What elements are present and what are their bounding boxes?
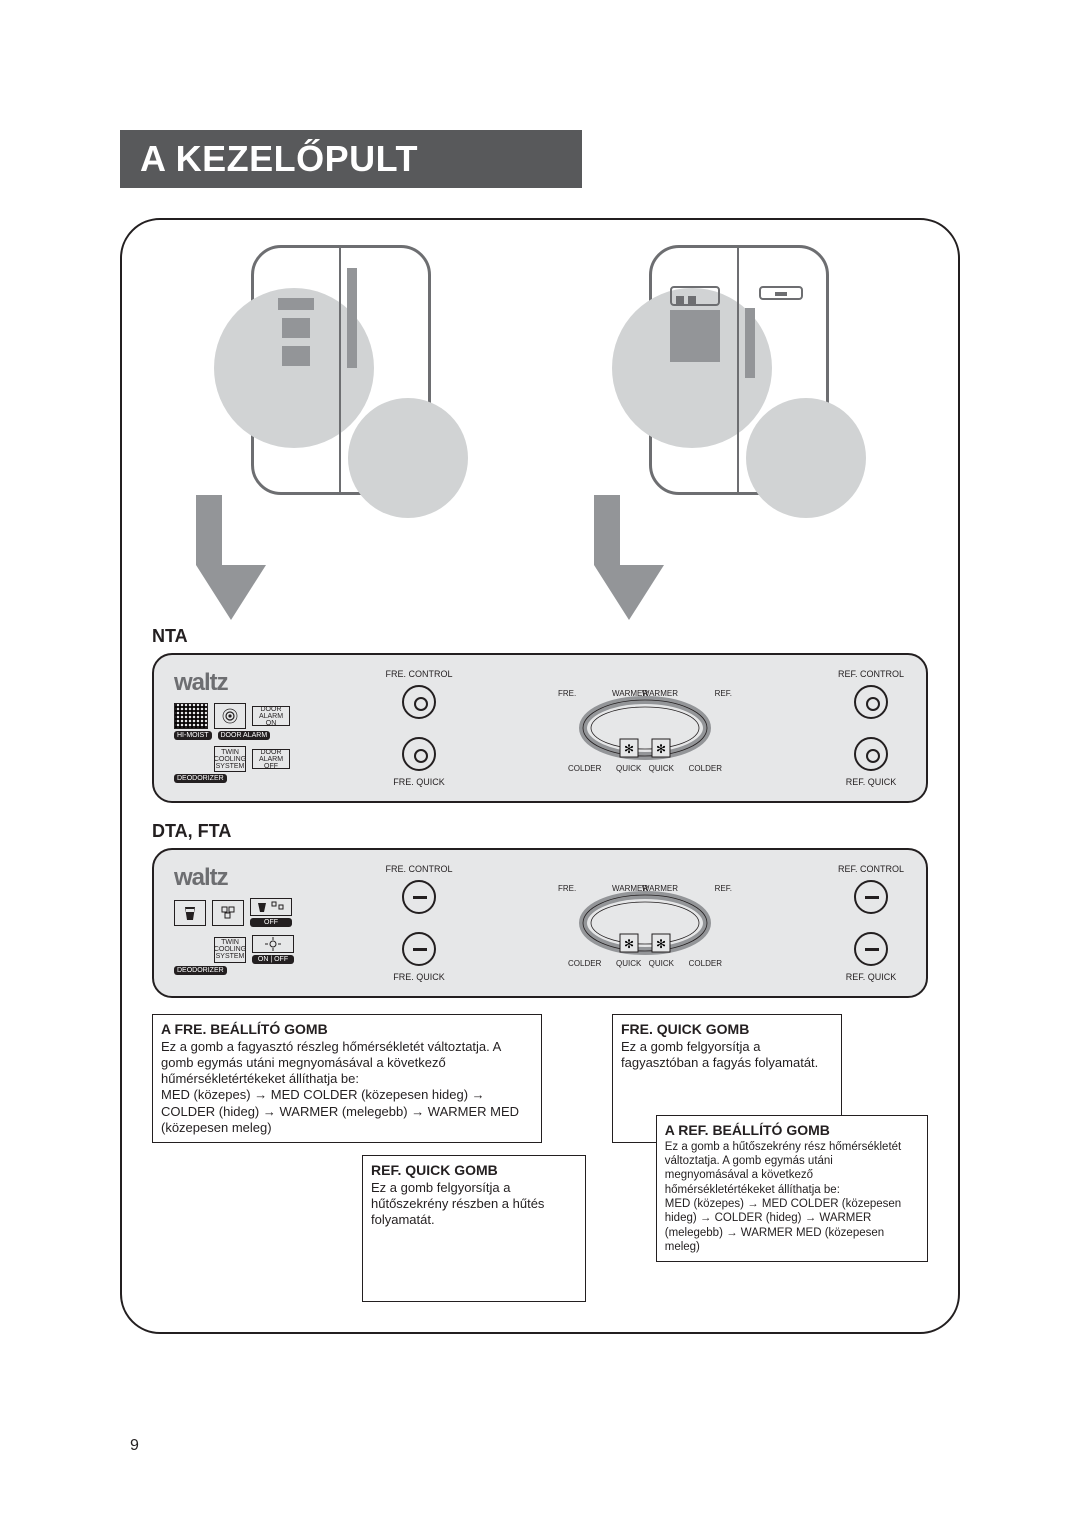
off-chip: OFF (250, 918, 292, 927)
fre-quick-label-2: FRE. QUICK (393, 972, 445, 982)
ref-control-knob-2[interactable] (854, 880, 888, 914)
control-panel-dta: waltz OFF TWIN COOLING SYSTEM (152, 848, 928, 998)
figure-frame: NTA waltz DOOR ALARM ON HI-MOIST DOOR AL… (120, 218, 960, 1334)
fre-control-knob-2[interactable] (402, 880, 436, 914)
twin-cooling-chip-2: TWIN COOLING SYSTEM (214, 937, 246, 963)
ref-control-knob[interactable] (854, 685, 888, 719)
fre-quick-label: FRE. QUICK (393, 777, 445, 787)
dial-quick-l: QUICK (616, 764, 641, 773)
box-ref-set: A REF. BEÁLLÍTÓ GOMB Ez a gomb a hűtősze… (656, 1115, 928, 1262)
light-icon (252, 935, 294, 953)
box-fre-set-title: A FRE. BEÁLLÍTÓ GOMB (161, 1021, 328, 1037)
box-ref-set-body: Ez a gomb a hűtőszekrény rész hőmérsékle… (665, 1141, 902, 1254)
fre-control-label-2: FRE. CONTROL (385, 864, 452, 874)
cubes-icon (212, 900, 244, 926)
center-dial-2: ✻ ✻ FRE. WARMER WARMER REF. COLDER QUICK… (560, 878, 730, 968)
box-ref-quick-title: REF. QUICK GOMB (371, 1162, 498, 1178)
box-fre-quick-body: Ez a gomb felgyorsítja a fagyasztóban a … (621, 1039, 818, 1070)
led-display-icon (174, 703, 208, 729)
dial-ref: REF. (715, 689, 732, 698)
fre-control-knob[interactable] (402, 685, 436, 719)
ref-quick-knob-2[interactable] (854, 932, 888, 966)
hi-moist-label: HI-MOIST (174, 731, 212, 740)
box-ref-quick: REF. QUICK GOMB Ez a gomb felgyorsítja a… (362, 1155, 586, 1302)
ref-quick-label: REF. QUICK (846, 777, 897, 787)
dial-warmer-r: WARMER (642, 689, 678, 698)
door-alarm-off-chip: DOOR ALARM OFF (252, 749, 290, 769)
center-dial: ✻ ✻ FRE. WARMER WARMER REF. COLDER QUICK… (560, 683, 730, 773)
fridge-nta (251, 245, 431, 495)
twin-cooling-chip: TWIN COOLING SYSTEM (214, 746, 246, 772)
fridge-dta (649, 245, 829, 495)
ref-quick-label-2: REF. QUICK (846, 972, 897, 982)
section-title: A KEZELŐPULT (120, 130, 582, 188)
crushed-icon (250, 898, 292, 916)
fre-control-label: FRE. CONTROL (385, 669, 452, 679)
door-alarm-on-chip: DOOR ALARM ON (252, 706, 290, 726)
box-fre-set-body: Ez a gomb a fagyasztó részleg hőmérsékle… (161, 1039, 519, 1135)
dial-fre: FRE. (558, 689, 576, 698)
fridge-illustration-row (152, 245, 928, 620)
box-ref-set-title: A REF. BEÁLLÍTÓ GOMB (665, 1122, 830, 1138)
box-fre-set: A FRE. BEÁLLÍTÓ GOMB Ez a gomb a fagyasz… (152, 1014, 542, 1143)
deodorizer-label-2: DEODORIZER (174, 966, 227, 975)
callout-area: A FRE. BEÁLLÍTÓ GOMB Ez a gomb a fagyasz… (152, 1014, 928, 1302)
cup-icon (174, 900, 206, 926)
label-dta-fta: DTA, FTA (152, 821, 928, 842)
dial-colder-l: COLDER (568, 764, 601, 773)
fre-quick-knob[interactable] (402, 737, 436, 771)
brand-logo: waltz (174, 669, 374, 697)
fre-quick-knob-2[interactable] (402, 932, 436, 966)
control-panel-nta: waltz DOOR ALARM ON HI-MOIST DOOR ALARM … (152, 653, 928, 803)
dial-quick-r: QUICK (649, 764, 674, 773)
ref-control-label: REF. CONTROL (838, 669, 904, 679)
dial-colder-r: COLDER (689, 764, 722, 773)
label-nta: NTA (152, 626, 928, 647)
box-fre-quick-title: FRE. QUICK GOMB (621, 1021, 749, 1037)
page-number: 9 (130, 1437, 139, 1455)
box-ref-quick-body: Ez a gomb felgyorsítja a hűtőszekrény ré… (371, 1180, 544, 1228)
door-alarm-label: DOOR ALARM (218, 731, 271, 740)
deodorizer-label: DEODORIZER (174, 774, 227, 783)
hi-moist-icon (214, 703, 246, 729)
ref-control-label-2: REF. CONTROL (838, 864, 904, 874)
on-off-chip: ON | OFF (252, 955, 294, 964)
brand-logo-2: waltz (174, 864, 374, 892)
ref-quick-knob[interactable] (854, 737, 888, 771)
